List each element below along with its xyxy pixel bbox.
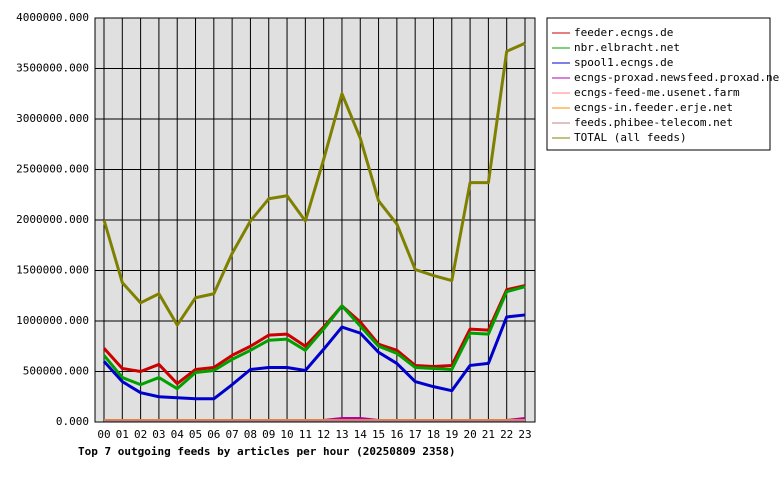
x-tick-label: 23 xyxy=(518,428,531,441)
x-tick-label: 07 xyxy=(226,428,239,441)
x-tick-label: 02 xyxy=(134,428,147,441)
y-tick-label: 2500000.000 xyxy=(16,163,89,176)
legend-label: TOTAL (all feeds) xyxy=(574,131,687,144)
chart-title: Top 7 outgoing feeds by articles per hou… xyxy=(78,445,456,458)
y-tick-label: 4000000.000 xyxy=(16,11,89,24)
x-tick-label: 14 xyxy=(354,428,368,441)
x-tick-label: 09 xyxy=(262,428,275,441)
legend-label: ecngs-in.feeder.erje.net xyxy=(574,101,733,114)
x-tick-label: 00 xyxy=(97,428,110,441)
x-tick-label: 01 xyxy=(116,428,129,441)
x-tick-label: 03 xyxy=(152,428,165,441)
series-line xyxy=(102,313,526,401)
legend-label: spool1.ecngs.de xyxy=(574,56,673,69)
y-tick-label: 2000000.000 xyxy=(16,213,89,226)
x-tick-label: 20 xyxy=(463,428,476,441)
y-tick-label: 1000000.000 xyxy=(16,314,89,327)
legend-label: nbr.elbracht.net xyxy=(574,41,680,54)
y-tick-label: 0.000 xyxy=(56,415,89,428)
x-tick-label: 06 xyxy=(207,428,220,441)
series-line xyxy=(102,284,526,386)
y-tick-label: 1500000.000 xyxy=(16,264,89,277)
legend-label: feeder.ecngs.de xyxy=(574,26,673,39)
x-tick-label: 19 xyxy=(445,428,458,441)
x-tick-label: 12 xyxy=(317,428,330,441)
x-tick-label: 18 xyxy=(427,428,440,441)
legend-label: ecngs-proxad.newsfeed.proxad.net xyxy=(574,71,780,84)
legend-box xyxy=(546,17,771,151)
x-tick-label: 08 xyxy=(244,428,257,441)
y-tick-label: 3000000.000 xyxy=(16,112,89,125)
x-tick-label: 13 xyxy=(335,428,348,441)
y-tick-label: 500000.000 xyxy=(23,365,89,378)
legend-label: ecngs-feed-me.usenet.farm xyxy=(574,86,740,99)
series-line xyxy=(102,41,526,327)
y-tick-label: 3500000.000 xyxy=(16,62,89,75)
x-tick-label: 17 xyxy=(409,428,422,441)
x-tick-label: 10 xyxy=(280,428,293,441)
x-tick-label: 16 xyxy=(390,428,403,441)
series-line xyxy=(102,285,526,391)
legend-label: feeds.phibee-telecom.net xyxy=(574,116,733,129)
x-tick-label: 22 xyxy=(500,428,513,441)
x-tick-label: 05 xyxy=(189,428,202,441)
x-tick-label: 04 xyxy=(171,428,185,441)
x-tick-label: 15 xyxy=(372,428,385,441)
x-tick-label: 11 xyxy=(299,428,312,441)
x-tick-label: 21 xyxy=(482,428,495,441)
